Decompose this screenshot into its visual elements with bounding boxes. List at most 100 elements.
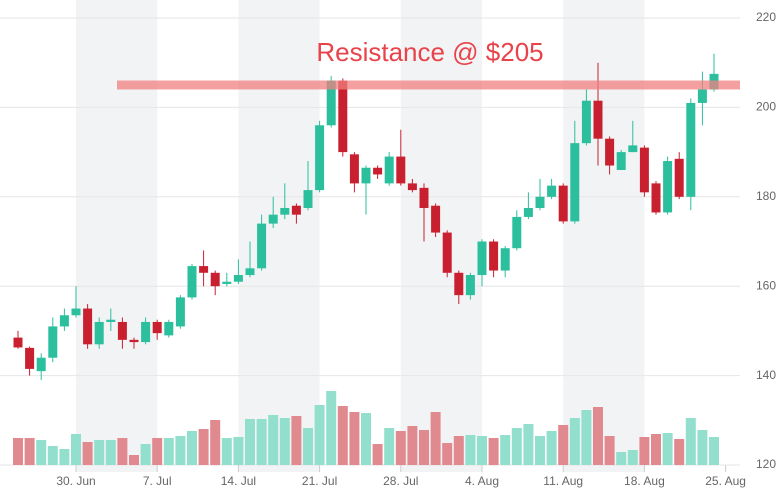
candle-body	[547, 185, 557, 197]
candle-body	[48, 326, 58, 358]
candle-body	[338, 80, 348, 153]
candle-body	[257, 223, 267, 269]
volume-bar	[384, 428, 395, 465]
volume-bar	[361, 413, 371, 465]
candle-body	[129, 339, 139, 343]
volume-bar	[94, 440, 105, 465]
volume-bar	[210, 420, 221, 465]
volume-bar	[581, 410, 592, 465]
candle-body	[222, 281, 232, 284]
candle-body	[199, 266, 209, 273]
week-bands	[76, 0, 645, 472]
volume-bar	[569, 418, 580, 465]
volume-bar	[152, 438, 163, 465]
candle-body	[454, 272, 464, 296]
week-band	[563, 0, 645, 472]
volume-bar	[175, 436, 186, 465]
volume-bar	[71, 434, 81, 465]
candle-body	[233, 275, 243, 282]
volume-bar	[430, 412, 441, 465]
x-tick-label: 25. Aug	[705, 474, 746, 488]
y-tick-label: 220	[756, 10, 776, 24]
candle-body	[407, 183, 417, 191]
candle-body	[477, 241, 487, 276]
x-tick-label: 21. Jul	[302, 474, 337, 488]
volume-bar	[47, 446, 58, 465]
candle-body	[512, 216, 522, 249]
candle-body	[326, 80, 336, 126]
volume-bar	[349, 412, 360, 465]
volume-bar	[326, 391, 337, 465]
x-tick-label: 18. Aug	[624, 474, 665, 488]
candle-body	[13, 337, 23, 348]
volume-bar	[685, 418, 696, 465]
volume-bar	[616, 452, 627, 465]
candle-body	[535, 196, 545, 208]
x-tick-label: 28. Jul	[383, 474, 418, 488]
candle-body	[570, 143, 580, 222]
y-tick-label: 140	[756, 368, 776, 382]
candle-body	[303, 190, 313, 208]
volume-bar	[535, 436, 545, 465]
candle-body	[500, 248, 510, 271]
candle-body	[187, 266, 197, 298]
candle-body	[175, 297, 185, 327]
week-band	[400, 0, 482, 472]
candle-body	[361, 167, 371, 184]
volume-bar	[419, 430, 429, 465]
volume-bar	[395, 431, 406, 465]
x-tick-label: 14. Jul	[221, 474, 256, 488]
volume-bar	[105, 440, 116, 465]
candle-body	[373, 167, 383, 175]
candle-body	[349, 154, 359, 184]
y-tick-label: 180	[756, 189, 776, 203]
volume-bar	[36, 440, 47, 465]
volume-bar	[674, 439, 685, 465]
candle-body	[442, 232, 452, 273]
volume-bar	[256, 419, 267, 465]
volume-bar	[279, 418, 290, 465]
volume-bar	[198, 429, 209, 465]
volume-bar	[709, 437, 719, 465]
candle-body	[384, 156, 394, 184]
volume-bar	[662, 433, 673, 465]
volume-bar	[697, 430, 708, 465]
volume-bar	[24, 438, 35, 465]
candle-body	[523, 207, 533, 217]
volume-bar	[245, 419, 255, 465]
volume-bar	[372, 444, 383, 465]
candle-body	[315, 125, 325, 191]
volume-bar	[511, 428, 522, 465]
candle-body	[639, 147, 649, 193]
volume-bar	[593, 407, 603, 465]
volume-bar	[477, 436, 487, 465]
candle-body	[210, 272, 220, 287]
candle-body	[106, 319, 116, 322]
volume-bar	[651, 434, 661, 465]
candle-body	[280, 207, 290, 215]
week-band	[76, 0, 158, 472]
volume-bar	[187, 431, 197, 465]
candle-body	[25, 347, 35, 369]
candle-body	[465, 275, 475, 296]
volume-bar	[314, 405, 325, 465]
volume-bar	[291, 416, 302, 465]
x-tick-label: 11. Aug	[543, 474, 583, 488]
volume-bar	[604, 436, 615, 465]
candle-body	[431, 205, 441, 233]
candle-body	[59, 315, 69, 327]
volume-bar	[523, 424, 534, 465]
volume-bar	[407, 426, 418, 465]
x-tick-label: 4. Aug	[465, 474, 499, 488]
volume-bar	[268, 415, 279, 465]
x-tick-label: 7. Jul	[143, 474, 172, 488]
volume-bar	[337, 406, 348, 465]
candle-body	[686, 102, 696, 197]
volume-bar	[303, 428, 313, 465]
x-tick-label: 30. Jun	[56, 474, 95, 488]
candle-body	[152, 321, 162, 334]
candle-body	[117, 321, 127, 340]
volume-bar	[442, 443, 453, 465]
candle-body	[245, 268, 255, 276]
